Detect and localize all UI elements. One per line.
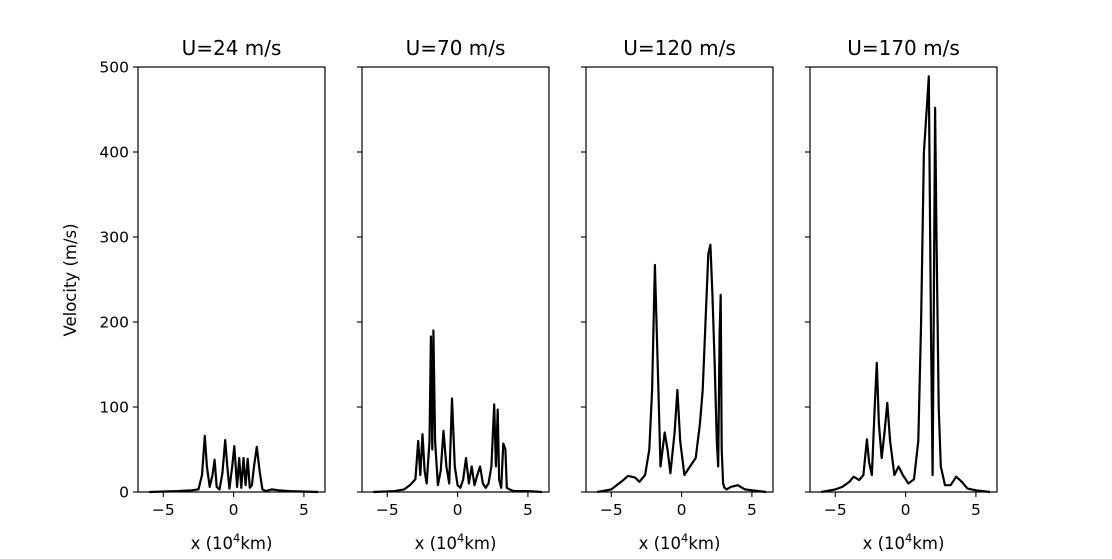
x-tick-label: −5 <box>376 501 399 519</box>
x-axis-label-suffix: km) <box>464 534 496 553</box>
x-axis-label: x (104km) <box>863 531 945 553</box>
subplot-3: U=120 m/s −5 0 5 x (104km) <box>581 36 774 553</box>
y-axis-label: Velocity (m/s) <box>61 223 80 336</box>
x-axis-label: x (104km) <box>415 531 497 553</box>
x-tick-label: −5 <box>824 501 847 519</box>
x-tick-label: 5 <box>523 501 533 519</box>
subplot-title: U=24 m/s <box>182 36 282 60</box>
x-axis-label-prefix: x (10 <box>191 534 233 553</box>
x-axis-label-exponent: 4 <box>905 531 912 545</box>
y-tick-label: 200 <box>99 314 129 332</box>
x-tick-label: −5 <box>600 501 623 519</box>
x-tick-label: 0 <box>677 501 687 519</box>
series-line <box>821 75 991 494</box>
series-line <box>373 329 543 494</box>
plot-frame <box>361 66 550 493</box>
x-axis-label: x (104km) <box>191 531 273 553</box>
x-tick-label: 5 <box>747 501 757 519</box>
x-axis-label-exponent: 4 <box>681 531 688 545</box>
subplot-4: U=170 m/s −5 0 5 x (104km) <box>805 36 998 553</box>
x-axis-label: x (104km) <box>639 531 721 553</box>
subplot-title: U=170 m/s <box>847 36 960 60</box>
x-tick-label: 0 <box>453 501 463 519</box>
x-axis-label-prefix: x (10 <box>639 534 681 553</box>
subplot-2: U=70 m/s −5 0 5 x (104km) <box>357 36 550 553</box>
plot-frame <box>585 66 774 493</box>
x-tick-label: 5 <box>971 501 981 519</box>
x-tick-label: 0 <box>901 501 911 519</box>
plot-frame <box>137 66 326 493</box>
series-line <box>149 434 319 494</box>
x-axis-label-exponent: 4 <box>457 531 464 545</box>
x-tick-label: 0 <box>229 501 239 519</box>
series-line <box>597 243 767 494</box>
y-tick-label: 500 <box>99 59 129 77</box>
y-tick-label: 0 <box>119 484 129 502</box>
y-tick-label: 400 <box>99 144 129 162</box>
y-tick-label: 300 <box>99 229 129 247</box>
x-tick-label: 5 <box>299 501 309 519</box>
plot-frame <box>809 66 998 493</box>
x-axis-label-prefix: x (10 <box>863 534 905 553</box>
x-axis-label-suffix: km) <box>912 534 944 553</box>
x-axis-label-suffix: km) <box>688 534 720 553</box>
subplot-title: U=70 m/s <box>406 36 506 60</box>
subplot-title: U=120 m/s <box>623 36 736 60</box>
x-axis-label-prefix: x (10 <box>415 534 457 553</box>
x-tick-label: −5 <box>152 501 175 519</box>
y-tick-label: 100 <box>99 399 129 417</box>
x-axis-label-exponent: 4 <box>233 531 240 545</box>
x-axis-label-suffix: km) <box>240 534 272 553</box>
